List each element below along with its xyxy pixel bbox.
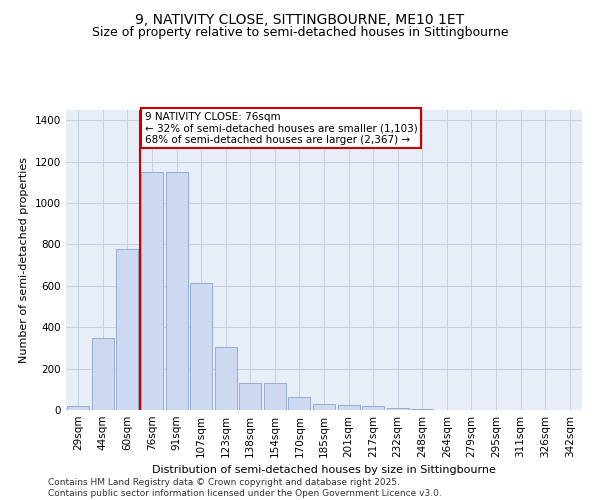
X-axis label: Distribution of semi-detached houses by size in Sittingbourne: Distribution of semi-detached houses by … bbox=[152, 466, 496, 475]
Bar bbox=[313, 404, 335, 410]
Bar bbox=[289, 396, 310, 410]
Text: Contains HM Land Registry data © Crown copyright and database right 2025.
Contai: Contains HM Land Registry data © Crown c… bbox=[48, 478, 442, 498]
Bar bbox=[92, 338, 114, 410]
Bar bbox=[386, 408, 409, 410]
Bar bbox=[362, 406, 384, 410]
Text: 9 NATIVITY CLOSE: 76sqm
← 32% of semi-detached houses are smaller (1,103)
68% of: 9 NATIVITY CLOSE: 76sqm ← 32% of semi-de… bbox=[145, 112, 418, 144]
Bar bbox=[67, 406, 89, 410]
Bar bbox=[166, 172, 188, 410]
Bar bbox=[215, 347, 237, 410]
Bar bbox=[141, 172, 163, 410]
Bar bbox=[338, 405, 359, 410]
Bar bbox=[239, 383, 262, 410]
Bar bbox=[190, 283, 212, 410]
Y-axis label: Number of semi-detached properties: Number of semi-detached properties bbox=[19, 157, 29, 363]
Text: Size of property relative to semi-detached houses in Sittingbourne: Size of property relative to semi-detach… bbox=[92, 26, 508, 39]
Bar bbox=[264, 383, 286, 410]
Bar bbox=[116, 248, 139, 410]
Text: 9, NATIVITY CLOSE, SITTINGBOURNE, ME10 1ET: 9, NATIVITY CLOSE, SITTINGBOURNE, ME10 1… bbox=[136, 12, 464, 26]
